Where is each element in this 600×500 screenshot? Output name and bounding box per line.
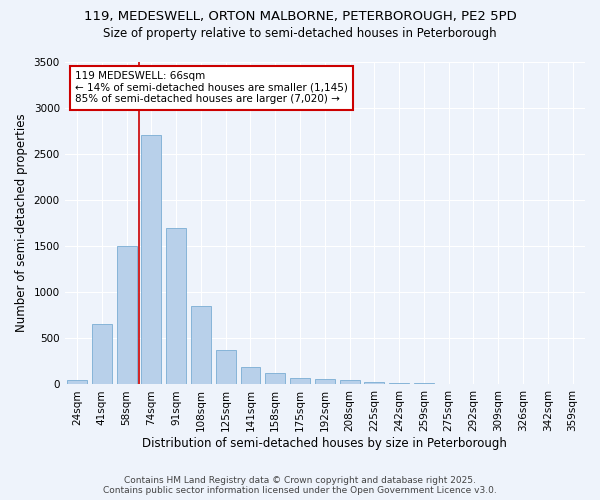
Text: 119, MEDESWELL, ORTON MALBORNE, PETERBOROUGH, PE2 5PD: 119, MEDESWELL, ORTON MALBORNE, PETERBOR… [83,10,517,23]
Bar [142,136,161,384]
Bar [315,380,335,384]
Bar [117,246,137,384]
Bar [364,382,385,384]
Bar [340,380,359,384]
Bar [265,374,285,384]
Text: 119 MEDESWELL: 66sqm
← 14% of semi-detached houses are smaller (1,145)
85% of se: 119 MEDESWELL: 66sqm ← 14% of semi-detac… [75,71,348,104]
Bar [290,378,310,384]
Bar [414,383,434,384]
Bar [241,367,260,384]
Text: Contains HM Land Registry data © Crown copyright and database right 2025.
Contai: Contains HM Land Registry data © Crown c… [103,476,497,495]
Bar [92,324,112,384]
Bar [166,228,186,384]
Bar [216,350,236,384]
Y-axis label: Number of semi-detached properties: Number of semi-detached properties [15,114,28,332]
Text: Size of property relative to semi-detached houses in Peterborough: Size of property relative to semi-detach… [103,28,497,40]
Bar [191,306,211,384]
X-axis label: Distribution of semi-detached houses by size in Peterborough: Distribution of semi-detached houses by … [142,437,507,450]
Bar [67,380,87,384]
Bar [389,382,409,384]
